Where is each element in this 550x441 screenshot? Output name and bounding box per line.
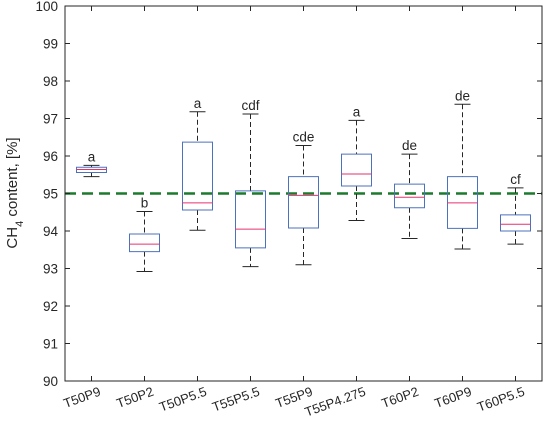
y-tick-label: 90 — [43, 374, 58, 389]
y-tick-label: 95 — [43, 187, 58, 202]
box-T55P5.5 — [235, 113, 266, 268]
x-tick-label: T60P2 — [379, 384, 420, 411]
box-T55P9 — [288, 145, 319, 266]
y-tick-label: 91 — [43, 337, 58, 352]
y-tick-label: 98 — [43, 74, 58, 89]
group-label: a — [88, 149, 96, 164]
x-tick-label: T55P5.5 — [210, 384, 261, 415]
y-axis-label-subscript: 4 — [14, 221, 26, 227]
y-axis-label-suffix: content, [%] — [4, 137, 21, 220]
iqr-box — [182, 141, 213, 211]
box-T50P5.5 — [182, 111, 213, 231]
group-label: de — [402, 138, 417, 153]
box-T60P2 — [394, 153, 425, 239]
iqr-box — [341, 153, 372, 187]
group-label: cdf — [241, 98, 259, 113]
box-T60P5.5 — [500, 187, 531, 245]
y-tick-label: 100 — [35, 0, 58, 14]
iqr-box — [500, 214, 531, 232]
box-T50P2 — [129, 211, 160, 272]
group-label: b — [141, 196, 149, 211]
box-layer — [76, 103, 531, 272]
y-tick-label: 93 — [43, 262, 58, 277]
box-T60P9 — [447, 103, 478, 250]
x-tick-label: T55P4.275 — [303, 384, 368, 420]
x-tick-label: T60P5.5 — [475, 384, 526, 415]
x-tick-label: T50P5.5 — [157, 384, 208, 415]
group-label: a — [194, 96, 202, 111]
box-T50P9 — [76, 164, 107, 178]
group-label: cde — [293, 130, 315, 145]
x-tick-label: T60P9 — [432, 384, 473, 411]
y-tick-label: 96 — [43, 149, 58, 164]
y-tick-label: 94 — [43, 224, 59, 239]
y-axis-label-prefix: CH — [4, 227, 21, 249]
iqr-box — [129, 233, 160, 253]
y-tick-label: 97 — [43, 112, 58, 127]
iqr-box — [394, 183, 425, 209]
group-label: de — [455, 88, 470, 103]
y-tick-label: 92 — [43, 299, 58, 314]
group-label: a — [353, 104, 361, 119]
iqr-box — [288, 176, 319, 229]
group-label-layer: a b a cdf cde a de de cf — [88, 88, 521, 210]
x-tick-label: T50P2 — [114, 384, 155, 411]
group-label: cf — [510, 172, 521, 187]
iqr-box — [235, 190, 266, 249]
x-tick-label: T50P9 — [61, 384, 102, 411]
box-T55P4.275 — [341, 119, 372, 221]
y-axis-label: CH4 content, [%] — [4, 137, 26, 248]
y-tick-label: 99 — [43, 37, 58, 52]
